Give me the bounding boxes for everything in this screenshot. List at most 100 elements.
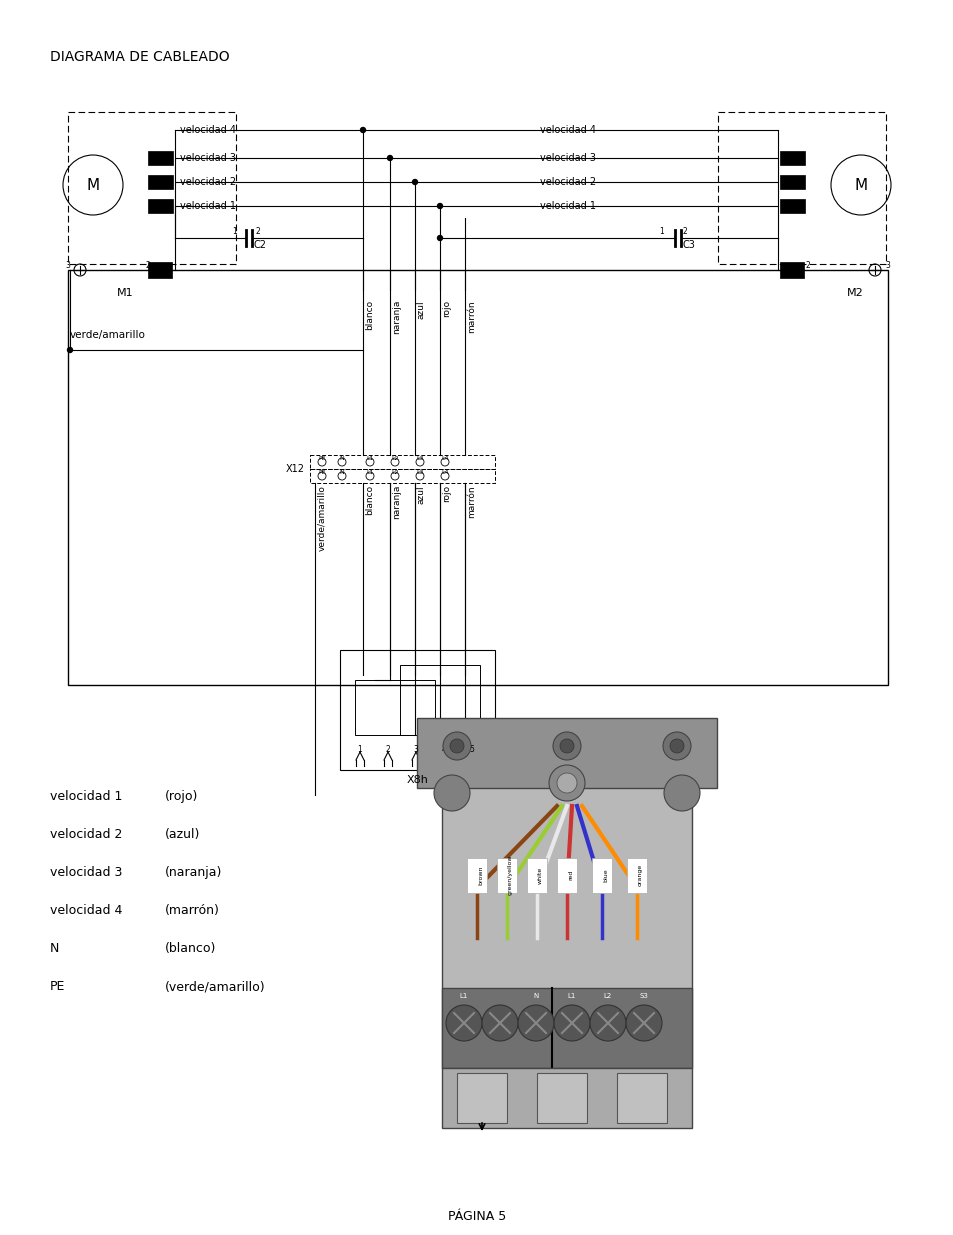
Circle shape xyxy=(557,773,577,793)
Text: velocidad 1: velocidad 1 xyxy=(50,790,122,803)
Text: velocidad 2: velocidad 2 xyxy=(539,177,596,186)
Text: (blanco): (blanco) xyxy=(165,942,216,955)
Text: X12: X12 xyxy=(286,464,305,474)
Text: (verde/amarillo): (verde/amarillo) xyxy=(165,981,265,993)
Text: velocidad 2: velocidad 2 xyxy=(180,177,236,186)
Text: 4: 4 xyxy=(441,745,446,755)
Text: (naranja): (naranja) xyxy=(165,866,222,879)
Circle shape xyxy=(553,732,580,760)
Text: 1: 1 xyxy=(357,745,362,755)
Bar xyxy=(441,988,691,1068)
Bar xyxy=(68,112,235,264)
Text: PE: PE xyxy=(318,471,325,475)
Text: velocidad 2: velocidad 2 xyxy=(50,827,122,841)
Text: green/yellow: green/yellow xyxy=(507,855,513,895)
Circle shape xyxy=(434,776,470,811)
Text: 5: 5 xyxy=(469,745,474,755)
Text: blue: blue xyxy=(602,868,607,882)
Bar xyxy=(467,858,486,893)
Text: 1: 1 xyxy=(659,227,663,236)
Bar xyxy=(310,469,495,483)
Text: rojo: rojo xyxy=(441,485,451,503)
Text: C2: C2 xyxy=(253,240,267,249)
Text: velocidad 3: velocidad 3 xyxy=(50,866,122,879)
Text: N: N xyxy=(339,456,344,461)
Circle shape xyxy=(442,732,471,760)
Bar xyxy=(148,262,172,278)
Bar xyxy=(780,175,804,189)
Text: marrón: marrón xyxy=(467,300,476,332)
Circle shape xyxy=(437,236,442,241)
Text: verde/amarillo: verde/amarillo xyxy=(316,485,326,551)
Text: orange: orange xyxy=(638,863,642,887)
Text: velocidad 1: velocidad 1 xyxy=(539,201,596,211)
Bar xyxy=(780,199,804,212)
Text: verde/amarillo: verde/amarillo xyxy=(70,330,146,340)
Text: velocidad 4: velocidad 4 xyxy=(180,125,235,135)
Text: marrón: marrón xyxy=(467,485,476,517)
Text: PE: PE xyxy=(318,456,325,461)
Text: red: red xyxy=(567,869,573,881)
Bar xyxy=(441,1068,691,1128)
Bar xyxy=(148,151,172,165)
Text: L3: L3 xyxy=(416,471,423,475)
Text: M: M xyxy=(87,178,99,193)
Circle shape xyxy=(450,739,463,753)
Circle shape xyxy=(412,179,417,184)
Text: L1: L1 xyxy=(459,993,468,999)
Text: (rojo): (rojo) xyxy=(165,790,198,803)
Bar xyxy=(339,650,495,769)
Text: brown: brown xyxy=(477,866,482,884)
Text: PE: PE xyxy=(50,981,66,993)
Circle shape xyxy=(387,156,392,161)
Text: velocidad 3: velocidad 3 xyxy=(539,153,596,163)
Text: (azul): (azul) xyxy=(165,827,200,841)
Text: velocidad 3: velocidad 3 xyxy=(180,153,235,163)
Bar xyxy=(526,858,546,893)
Text: 3: 3 xyxy=(884,262,889,270)
Bar xyxy=(626,858,646,893)
Bar xyxy=(592,858,612,893)
Bar xyxy=(68,270,887,685)
Circle shape xyxy=(662,732,690,760)
Bar xyxy=(780,262,803,278)
Text: M1: M1 xyxy=(116,288,133,298)
Bar xyxy=(537,1073,586,1123)
Text: L4: L4 xyxy=(441,471,448,475)
Text: N: N xyxy=(533,993,538,999)
Text: (marrón): (marrón) xyxy=(165,904,219,918)
Text: 3: 3 xyxy=(65,262,70,270)
Bar xyxy=(497,858,517,893)
Bar xyxy=(148,175,172,189)
Text: L1: L1 xyxy=(366,456,374,461)
Bar xyxy=(617,1073,666,1123)
Bar xyxy=(557,858,577,893)
Text: L1: L1 xyxy=(567,993,576,999)
Text: 2: 2 xyxy=(255,227,260,236)
Text: M: M xyxy=(854,178,866,193)
Bar xyxy=(355,680,435,735)
Text: velocidad 4: velocidad 4 xyxy=(539,125,596,135)
Text: L2: L2 xyxy=(391,471,398,475)
Circle shape xyxy=(517,1005,554,1041)
Text: M2: M2 xyxy=(845,288,862,298)
Circle shape xyxy=(481,1005,517,1041)
Text: 2: 2 xyxy=(804,262,809,270)
Bar xyxy=(310,454,495,469)
Bar xyxy=(456,1073,506,1123)
Text: DIAGRAMA DE CABLEADO: DIAGRAMA DE CABLEADO xyxy=(50,49,230,64)
Text: L1: L1 xyxy=(366,471,374,475)
Text: N: N xyxy=(339,471,344,475)
Text: 3: 3 xyxy=(414,745,418,755)
Text: 2: 2 xyxy=(385,745,390,755)
Text: S3: S3 xyxy=(639,993,648,999)
Bar xyxy=(780,151,804,165)
Circle shape xyxy=(669,739,683,753)
Bar xyxy=(399,664,479,735)
Text: 1: 1 xyxy=(233,227,237,236)
Circle shape xyxy=(446,1005,481,1041)
Bar xyxy=(718,112,885,264)
Text: L2: L2 xyxy=(603,993,612,999)
Circle shape xyxy=(554,1005,589,1041)
Circle shape xyxy=(548,764,584,802)
